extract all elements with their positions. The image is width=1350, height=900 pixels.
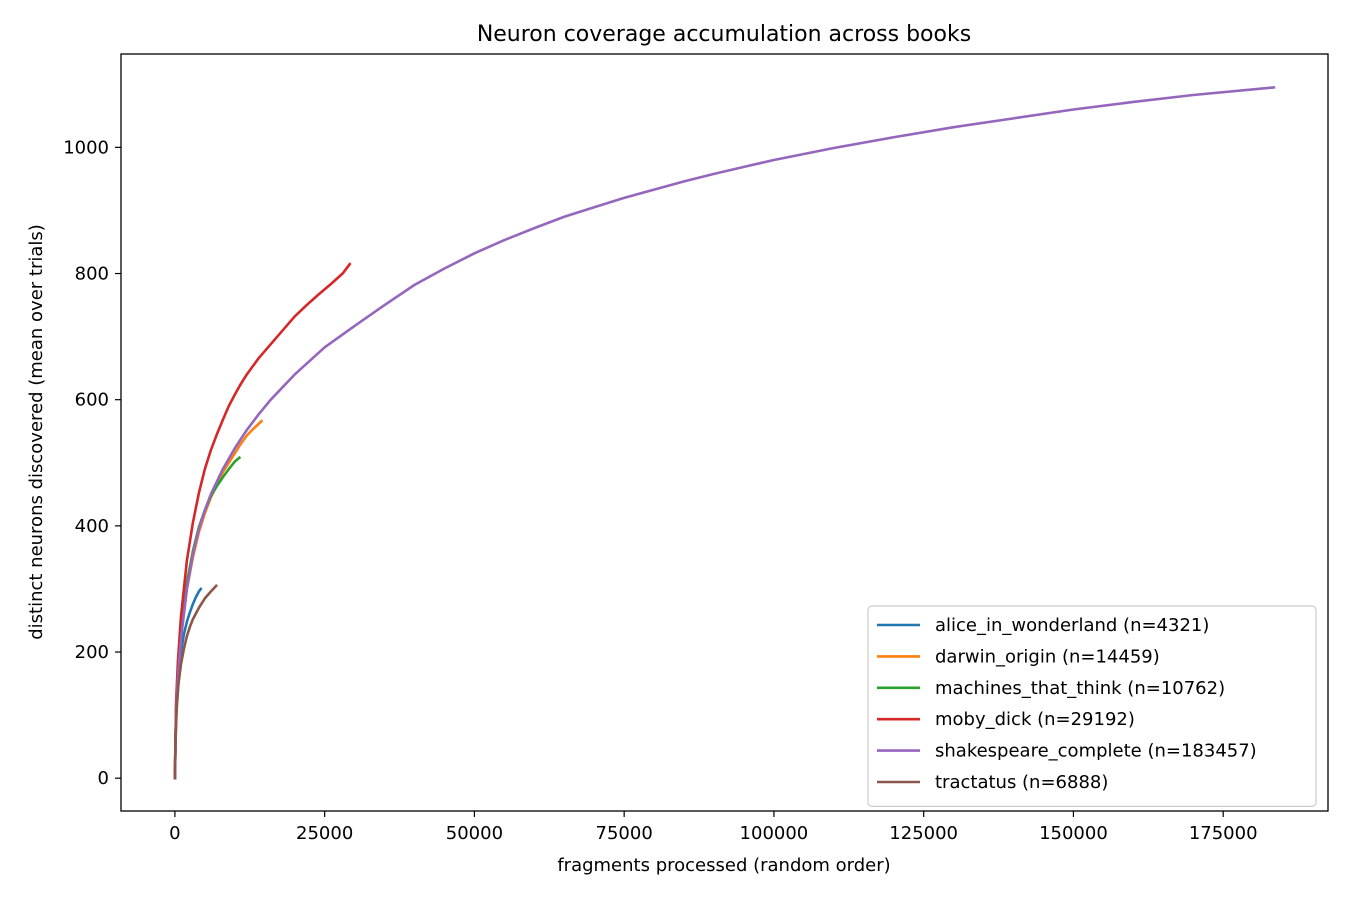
- legend-entry-2: machines_that_think (n=10762): [935, 678, 1225, 699]
- y-axis-label: distinct neurons discovered (mean over t…: [26, 224, 47, 640]
- legend-entry-5: tractatus (n=6888): [935, 772, 1108, 793]
- y-axis: 0 200 400 600 800 1000: [63, 137, 121, 789]
- y-tick-label-3: 600: [75, 390, 109, 411]
- x-tick-label-0: 0: [169, 823, 180, 844]
- series-line-1: [173, 419, 264, 780]
- y-tick-label-4: 800: [75, 264, 109, 285]
- x-axis: 0 25000 50000 75000 100000 125000 150000 175000: [169, 811, 1258, 844]
- series-line-5: [173, 583, 219, 780]
- legend-entry-3: moby_dick (n=29192): [935, 709, 1135, 730]
- chart-title: Neuron coverage accumulation across book…: [477, 22, 971, 47]
- legend: alice_in_wonderland (n=4321) darwin_origi…: [867, 605, 1317, 807]
- legend-entry-0: alice_in_wonderland (n=4321): [935, 615, 1209, 636]
- x-tick-label-1: 25000: [296, 823, 353, 844]
- x-tick-label-2: 50000: [446, 823, 503, 844]
- plot-area: [120, 53, 1329, 812]
- y-tick-label-5: 1000: [63, 137, 109, 158]
- series-line-3: [173, 262, 352, 780]
- x-tick-label-7: 175000: [1189, 823, 1258, 844]
- legend-entry-1: darwin_origin (n=14459): [935, 646, 1160, 667]
- x-tick-label-4: 100000: [740, 823, 809, 844]
- y-tick-label-1: 200: [75, 642, 109, 663]
- legend-entry-4: shakespeare_complete (n=183457): [935, 741, 1257, 762]
- y-tick-label-2: 400: [75, 516, 109, 537]
- legend-box: [867, 605, 1317, 807]
- x-tick-label-6: 150000: [1039, 823, 1108, 844]
- y-tick-label-0: 0: [98, 768, 109, 789]
- x-axis-label: fragments processed (random order): [557, 855, 890, 876]
- series-line-4: [173, 86, 1276, 780]
- x-tick-label-3: 75000: [596, 823, 653, 844]
- x-tick-label-5: 125000: [889, 823, 958, 844]
- plot-frame: [120, 53, 1329, 812]
